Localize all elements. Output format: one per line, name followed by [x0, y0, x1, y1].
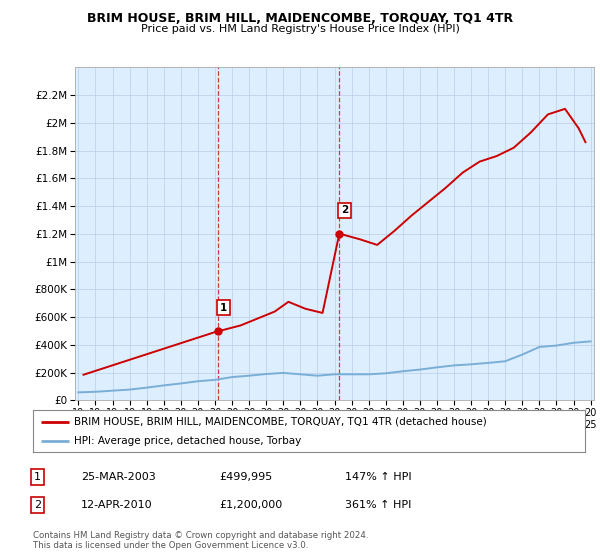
Text: 12-APR-2010: 12-APR-2010	[81, 500, 152, 510]
Text: £499,995: £499,995	[219, 472, 272, 482]
Text: 1: 1	[34, 472, 41, 482]
Text: 2: 2	[34, 500, 41, 510]
Text: £1,200,000: £1,200,000	[219, 500, 282, 510]
Text: 147% ↑ HPI: 147% ↑ HPI	[345, 472, 412, 482]
Text: 2: 2	[341, 206, 348, 216]
Text: 25-MAR-2003: 25-MAR-2003	[81, 472, 156, 482]
Text: BRIM HOUSE, BRIM HILL, MAIDENCOMBE, TORQUAY, TQ1 4TR: BRIM HOUSE, BRIM HILL, MAIDENCOMBE, TORQ…	[87, 12, 513, 25]
Text: HPI: Average price, detached house, Torbay: HPI: Average price, detached house, Torb…	[74, 436, 302, 446]
Text: Contains HM Land Registry data © Crown copyright and database right 2024.
This d: Contains HM Land Registry data © Crown c…	[33, 531, 368, 550]
Text: Price paid vs. HM Land Registry's House Price Index (HPI): Price paid vs. HM Land Registry's House …	[140, 24, 460, 34]
Text: 1: 1	[220, 302, 227, 312]
Text: BRIM HOUSE, BRIM HILL, MAIDENCOMBE, TORQUAY, TQ1 4TR (detached house): BRIM HOUSE, BRIM HILL, MAIDENCOMBE, TORQ…	[74, 417, 487, 427]
Text: 361% ↑ HPI: 361% ↑ HPI	[345, 500, 412, 510]
